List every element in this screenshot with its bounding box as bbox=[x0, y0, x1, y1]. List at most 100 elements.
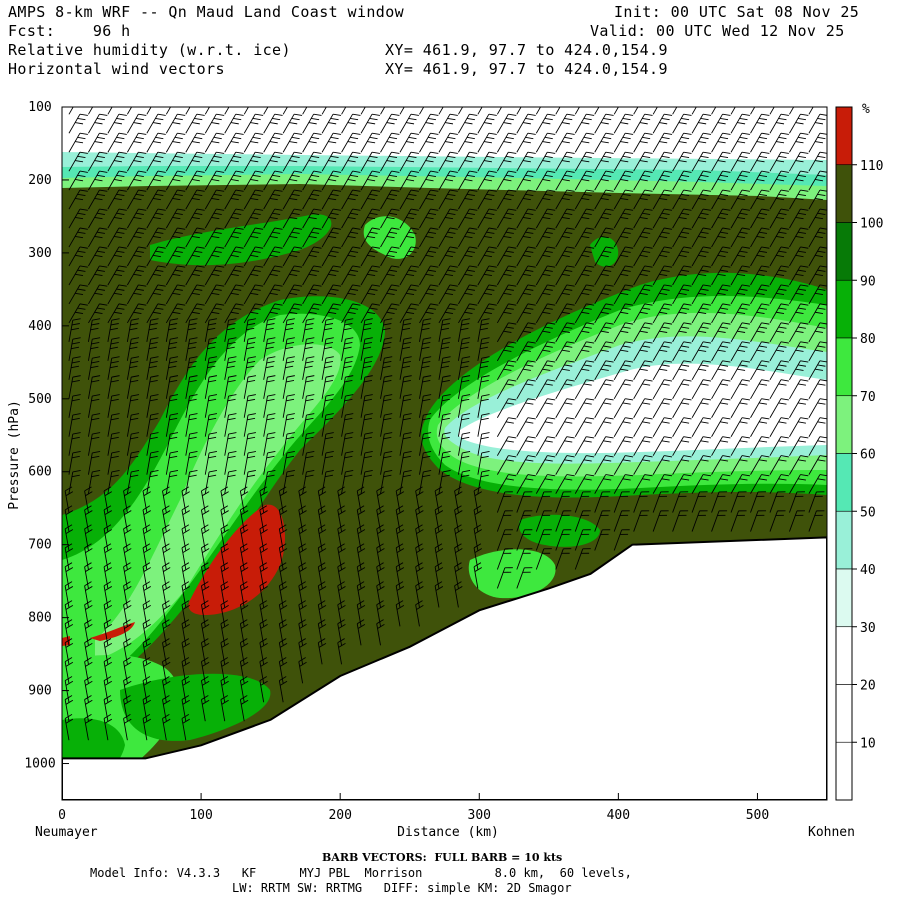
wind-barb-flag bbox=[449, 151, 458, 154]
wind-barb-staff bbox=[88, 107, 94, 115]
wind-barb-flag bbox=[318, 505, 326, 511]
wind-barb-flag bbox=[486, 99, 494, 100]
wind-barb-staff bbox=[419, 265, 431, 286]
wind-barb bbox=[360, 246, 381, 267]
wind-barb-flag bbox=[427, 250, 437, 253]
wind-barb bbox=[278, 581, 288, 608]
wind-barb-flag bbox=[75, 179, 84, 182]
wind-barb bbox=[380, 451, 393, 475]
wind-barb-flag bbox=[467, 99, 475, 100]
wind-barb-flag bbox=[118, 246, 127, 249]
wind-barb-flag bbox=[172, 311, 181, 314]
wind-barb-staff bbox=[302, 265, 315, 286]
wind-barb-staff bbox=[239, 528, 245, 551]
wind-barb-flag bbox=[347, 179, 356, 182]
wind-barb-flag bbox=[325, 337, 334, 340]
wind-barb bbox=[317, 600, 327, 627]
wind-barb-flag bbox=[367, 141, 376, 144]
wind-barb-staff bbox=[103, 509, 109, 532]
wind-barb-flag bbox=[220, 619, 229, 625]
wind-barb bbox=[107, 337, 120, 361]
wind-barb bbox=[376, 543, 385, 570]
wind-barb bbox=[224, 265, 244, 286]
wind-barb bbox=[438, 303, 458, 324]
wind-barb-flag bbox=[274, 170, 283, 173]
wind-barb-flag bbox=[425, 254, 434, 258]
wind-barb bbox=[302, 394, 315, 418]
wind-barb-staff bbox=[419, 358, 424, 380]
wind-barb bbox=[399, 303, 419, 324]
wind-barb-flag bbox=[313, 113, 322, 116]
wind-barb-flag bbox=[189, 470, 198, 473]
wind-barb bbox=[146, 375, 159, 399]
wind-barb-flag bbox=[294, 284, 303, 287]
wind-barb-flag bbox=[428, 99, 436, 100]
wind-barb-flag bbox=[240, 661, 249, 667]
wind-barb-flag bbox=[356, 600, 365, 606]
wind-barb bbox=[204, 413, 218, 437]
wind-barb-staff bbox=[302, 396, 307, 418]
wind-barb-flag bbox=[305, 398, 314, 402]
wind-barb bbox=[302, 208, 322, 229]
wind-barb-flag bbox=[169, 474, 178, 478]
wind-barb-flag bbox=[367, 160, 376, 163]
wind-barb-flag bbox=[259, 619, 267, 625]
wind-barb bbox=[438, 208, 458, 229]
wind-barb-flag bbox=[135, 231, 144, 234]
wind-barb-staff bbox=[419, 113, 431, 134]
wind-barb bbox=[419, 432, 432, 456]
wind-barb-flag bbox=[279, 623, 288, 629]
wind-barb bbox=[126, 208, 147, 229]
wind-barb-flag bbox=[402, 346, 411, 350]
wind-barb-flag bbox=[250, 198, 259, 201]
wind-barb-flag bbox=[386, 122, 395, 125]
wind-barb-staff bbox=[68, 132, 81, 153]
wind-barb-flag bbox=[313, 132, 322, 135]
wind-barb-staff bbox=[302, 471, 307, 494]
wind-barb-flag bbox=[157, 170, 166, 173]
wind-barb-staff bbox=[103, 528, 109, 551]
wind-barb-staff bbox=[302, 339, 307, 361]
wind-barb-flag bbox=[442, 337, 451, 340]
wind-barb bbox=[434, 543, 444, 570]
wind-barb-staff bbox=[419, 284, 431, 305]
wind-barb bbox=[185, 303, 205, 324]
wind-barb-flag bbox=[104, 567, 113, 572]
wind-barb-flag bbox=[427, 269, 437, 272]
wind-barb bbox=[162, 562, 171, 589]
wind-barb-staff bbox=[88, 246, 100, 267]
wind-barb bbox=[181, 543, 190, 570]
wind-barb-flag bbox=[103, 581, 112, 587]
wind-barb bbox=[321, 413, 334, 437]
wind-barb-flag bbox=[367, 104, 375, 105]
wind-barb-staff bbox=[204, 265, 217, 286]
wind-barb-flag bbox=[406, 198, 415, 201]
wind-barb-staff bbox=[302, 189, 315, 210]
wind-barb-flag bbox=[434, 486, 443, 492]
wind-barb-staff bbox=[282, 265, 295, 286]
wind-barb-flag bbox=[406, 235, 415, 239]
wind-barb bbox=[88, 246, 108, 267]
wind-barb-staff bbox=[142, 547, 148, 570]
wind-barb-staff bbox=[201, 585, 206, 608]
wind-barb-staff bbox=[84, 604, 89, 627]
wind-barb-flag bbox=[408, 307, 417, 310]
wind-barb-flag bbox=[425, 292, 434, 296]
wind-barb-flag bbox=[196, 284, 205, 287]
wind-barb bbox=[126, 451, 140, 475]
wind-barb-staff bbox=[337, 604, 343, 627]
wind-barb-staff bbox=[243, 151, 256, 172]
wind-barb-flag bbox=[350, 231, 359, 234]
wind-barb-flag bbox=[383, 379, 392, 383]
wind-barb-flag bbox=[252, 136, 261, 140]
wind-barb-flag bbox=[442, 375, 451, 378]
wind-barb-staff bbox=[181, 680, 187, 703]
wind-barb bbox=[399, 246, 419, 267]
wind-barb bbox=[321, 113, 342, 134]
wind-barb-flag bbox=[333, 170, 342, 173]
wind-barb-flag bbox=[177, 132, 186, 135]
wind-barb-flag bbox=[155, 193, 164, 196]
wind-barb-staff bbox=[220, 604, 226, 627]
wind-barb-flag bbox=[231, 104, 239, 105]
init-time: Init: 00 UTC Sat 08 Nov 25 bbox=[614, 3, 860, 21]
